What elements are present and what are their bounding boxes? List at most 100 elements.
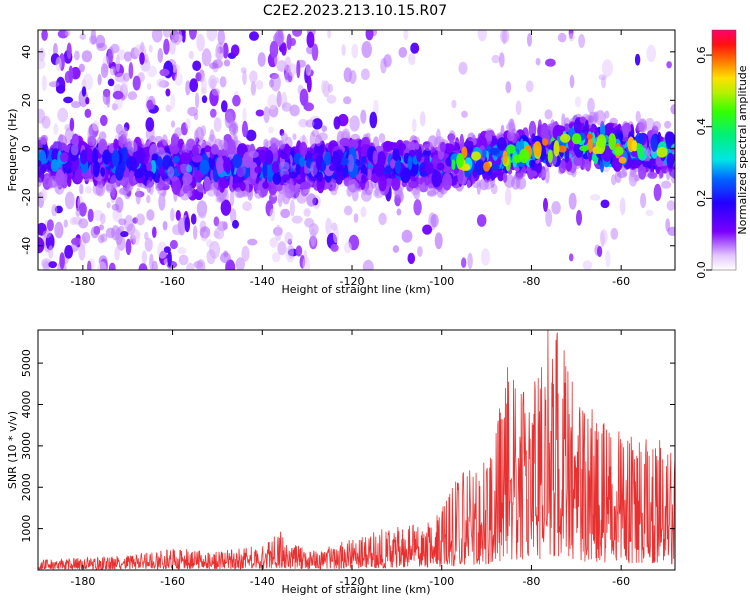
heatmap-cell (162, 190, 167, 197)
snr-series-line (38, 330, 675, 570)
heatmap-cell (574, 96, 582, 108)
heatmap-cell (69, 117, 75, 132)
heatmap-cell (325, 217, 332, 235)
heatmap-cell (419, 111, 426, 127)
heatmap-cell (499, 52, 505, 68)
heatmap-cell (269, 40, 279, 59)
heatmap-cell (82, 232, 91, 244)
heatmap-cell (218, 179, 230, 189)
heatmap-cell (360, 109, 367, 124)
heatmap-cell (361, 174, 367, 184)
heatmap-cell (302, 256, 311, 270)
y-tick-label: 40 (20, 45, 33, 59)
heatmap-cell (400, 167, 411, 183)
heatmap-cell (208, 75, 218, 90)
heatmap-cell (666, 61, 672, 69)
heatmap-cell (120, 231, 129, 238)
heatmap-cell (502, 150, 508, 164)
heatmap-cell (211, 88, 221, 96)
heatmap-cell (596, 134, 607, 149)
heatmap-cell (69, 217, 78, 226)
heatmap-cell (114, 72, 126, 83)
heatmap-cell (551, 201, 561, 215)
heatmap-cell (600, 199, 610, 209)
heatmap-cell (544, 168, 550, 184)
heatmap-cell (557, 145, 567, 153)
heatmap-cell (587, 97, 595, 114)
heatmap-cell (185, 80, 191, 96)
heatmap-cell (556, 135, 562, 143)
heatmap-cell (215, 45, 221, 58)
heatmap-cell (484, 177, 493, 190)
heatmap-cell (579, 116, 587, 124)
heatmap-cell (272, 252, 281, 263)
heatmap-cell (71, 101, 81, 109)
heatmap-cell (84, 108, 92, 118)
heatmap-cell (172, 155, 180, 163)
heatmap-cell (170, 93, 176, 110)
heatmap-cell (599, 229, 608, 245)
heatmap-cell (608, 133, 617, 150)
heatmap-cell (38, 237, 45, 254)
heatmap-cell (112, 90, 124, 100)
heatmap-cell (156, 78, 166, 88)
heatmap-cell (360, 68, 370, 81)
heatmap-cell (298, 118, 309, 128)
heatmap-cell (249, 70, 258, 84)
y-tick-label: 1000 (20, 515, 33, 543)
heatmap-cell (569, 74, 575, 89)
heatmap-cell (242, 201, 253, 212)
heatmap-cell (149, 253, 154, 270)
heatmap-cell (561, 113, 566, 129)
heatmap-cell (171, 177, 181, 195)
heatmap-cell (182, 172, 193, 185)
figure-title: C2E2.2023.213.10.15.R07 (263, 3, 447, 19)
heatmap-cell (614, 146, 624, 156)
heatmap-cell (114, 246, 120, 261)
heatmap-cell (618, 156, 627, 164)
heatmap-cell (306, 45, 316, 55)
heatmap-cell (151, 153, 159, 161)
heatmap-cell (97, 74, 102, 86)
heatmap-cell (162, 220, 168, 231)
heatmap-cell (570, 153, 575, 163)
heatmap-cell (38, 59, 46, 70)
heatmap-cell (113, 138, 119, 151)
x-tick-label: -80 (522, 575, 540, 588)
heatmap-cell (132, 75, 141, 91)
heatmap-cell (545, 209, 553, 227)
heatmap-cell (496, 137, 507, 151)
heatmap-cell (348, 139, 359, 150)
heatmap-cell (656, 147, 668, 158)
colorbar-tick-label: 0.6 (695, 46, 708, 64)
heatmap-cell (250, 162, 258, 180)
heatmap-cell (276, 60, 287, 72)
heatmap-cell (165, 88, 171, 97)
heatmap-cell (305, 64, 312, 76)
heatmap-cell (178, 254, 189, 266)
heatmap-cell (193, 225, 198, 240)
heatmap-cell (127, 91, 138, 101)
heatmap-cell (533, 141, 542, 157)
x-tick-label: -120 (340, 575, 365, 588)
heatmap-cell (40, 164, 47, 174)
heatmap-cell (467, 140, 474, 148)
heatmap-cell (347, 154, 355, 172)
heatmap-cell (506, 144, 516, 154)
heatmap-cell (169, 239, 178, 250)
heatmap-cell (430, 213, 439, 228)
heatmap-cell (568, 33, 575, 42)
colorbar-tick-label: 0.2 (695, 190, 708, 208)
heatmap-cell (317, 132, 328, 142)
heatmap-cell (274, 224, 282, 241)
heatmap-cell (628, 170, 638, 187)
heatmap-cell (119, 186, 130, 195)
heatmap-cell (155, 135, 163, 143)
heatmap-cell (276, 90, 282, 108)
heatmap-cell (115, 54, 121, 73)
heatmap-cell (339, 137, 351, 147)
heatmap-cell (55, 169, 65, 186)
heatmap-cell (100, 63, 109, 79)
x-tick-label: -160 (160, 575, 185, 588)
